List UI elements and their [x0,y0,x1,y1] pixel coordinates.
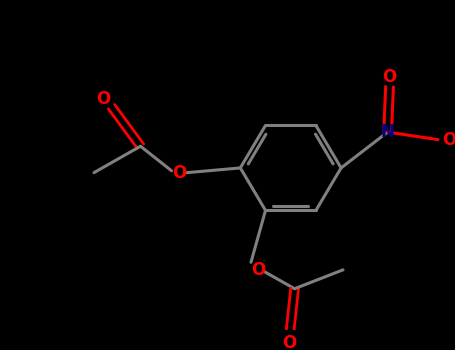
Text: O: O [252,261,266,279]
Text: O: O [283,335,297,350]
Text: O: O [172,164,187,182]
Text: O: O [382,68,397,86]
Text: O: O [443,131,455,149]
Text: O: O [96,90,111,108]
Text: N: N [381,123,394,141]
